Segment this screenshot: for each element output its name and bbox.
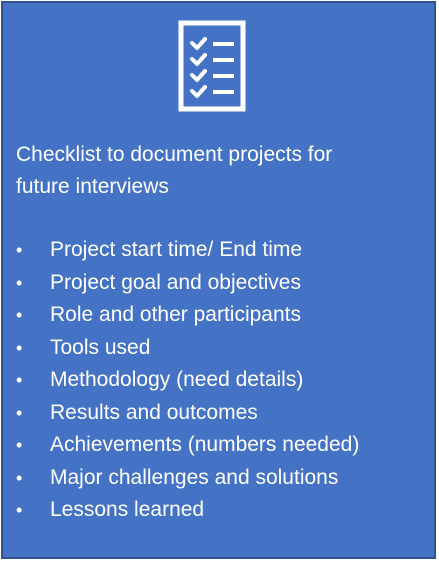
list-item: • Achievements (numbers needed)	[3, 429, 436, 462]
checklist-icon	[178, 20, 246, 112]
list-item-text: Lessons learned	[50, 498, 205, 521]
heading-line-1: Checklist to document projects for	[16, 143, 333, 166]
bullet-icon: •	[16, 467, 23, 488]
bullet-icon: •	[16, 305, 23, 325]
bullet-icon: •	[16, 370, 23, 390]
list-item-text: Results and outcomes	[50, 400, 258, 424]
bullet-icon: •	[16, 337, 23, 358]
bullet-icon: •	[16, 435, 23, 455]
heading-line-2: future interviews	[16, 175, 169, 198]
bullet-icon: •	[16, 402, 23, 423]
card-heading: Checklist to document projects for futur…	[16, 139, 426, 203]
list-item-text: Achievements (numbers needed)	[50, 433, 360, 456]
list-item-text: Project goal and objectives	[50, 270, 301, 294]
bullet-icon: •	[16, 500, 23, 520]
checklist-items: • Project start time/ End time • Project…	[3, 234, 436, 527]
list-item: • Results and outcomes	[3, 397, 436, 430]
list-item-text: Role and other participants	[50, 303, 301, 326]
list-item: • Role and other participants	[3, 299, 436, 332]
bullet-icon: •	[16, 272, 23, 293]
list-item: • Lessons learned	[3, 494, 436, 527]
list-item-text: Project start time/ End time	[50, 238, 303, 261]
list-item-text: Methodology (need details)	[50, 368, 304, 391]
list-item: • Methodology (need details)	[3, 364, 436, 397]
list-item-text: Major challenges and solutions	[50, 465, 339, 489]
list-item-text: Tools used	[50, 335, 151, 359]
bullet-icon: •	[16, 240, 23, 260]
list-item: • Tools used	[3, 332, 436, 365]
list-item: • Project start time/ End time	[3, 234, 436, 267]
list-item: • Major challenges and solutions	[3, 462, 436, 495]
list-item: • Project goal and objectives	[3, 267, 436, 300]
